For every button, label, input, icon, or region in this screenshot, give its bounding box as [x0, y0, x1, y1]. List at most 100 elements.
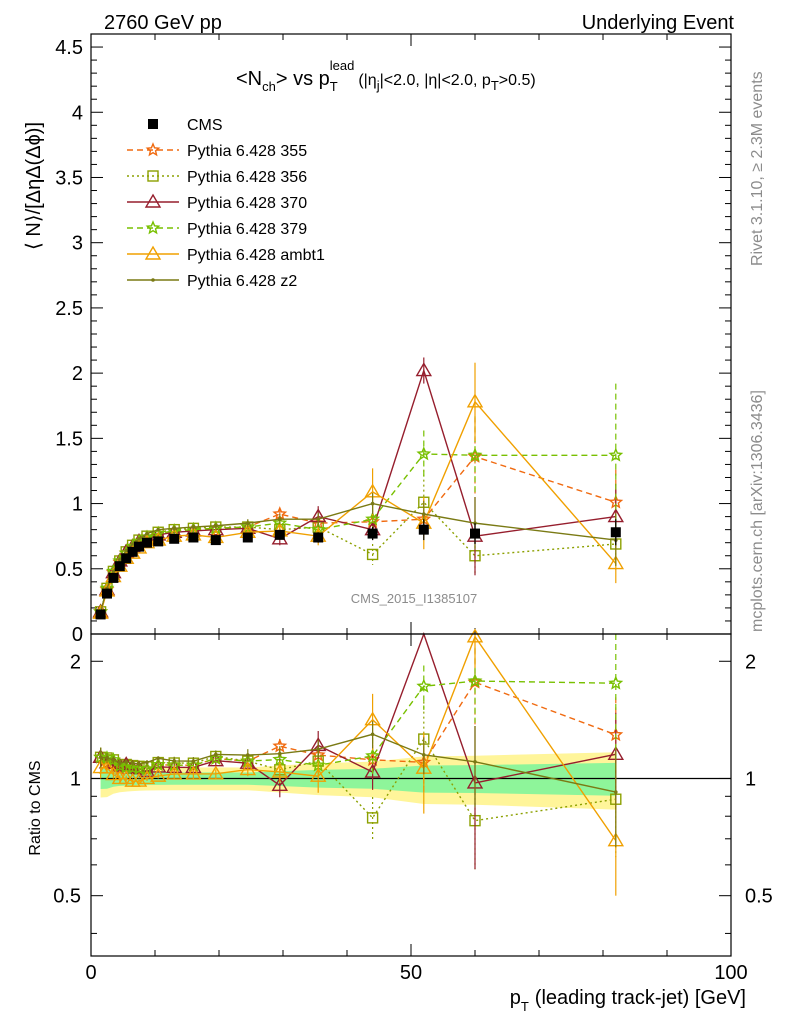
analysis-watermark: CMS_2015_I1385107 — [351, 591, 478, 606]
main-plot-data — [92, 357, 625, 620]
ratio-series-2 — [92, 631, 625, 870]
data-point — [108, 572, 119, 583]
data-point — [111, 758, 116, 762]
data-point — [242, 532, 253, 543]
data-point — [145, 760, 149, 765]
ratio-tick-label-right: 1 — [745, 768, 756, 790]
data-point — [309, 767, 327, 782]
data-point — [191, 759, 196, 763]
data-point — [142, 537, 152, 548]
x-tick-label: 0 — [85, 962, 96, 984]
y-tick-label: 4 — [72, 102, 83, 124]
data-point — [416, 678, 432, 693]
data-point — [127, 546, 138, 557]
data-point — [117, 770, 135, 785]
data-point — [153, 536, 164, 547]
data-point — [466, 393, 484, 408]
data-point — [130, 761, 135, 765]
ratio-tick-label-right: 2 — [745, 651, 756, 673]
data-point — [144, 245, 162, 260]
data-point — [416, 446, 432, 461]
data-point — [274, 529, 285, 540]
data-point — [138, 770, 156, 785]
data-point — [145, 531, 149, 536]
series-2 — [92, 357, 625, 618]
data-point — [370, 501, 375, 506]
data-point — [316, 517, 321, 522]
data-point — [610, 527, 621, 538]
x-tick-label: 100 — [714, 962, 747, 984]
data-point — [246, 753, 250, 757]
y-tick-label: 1.5 — [55, 428, 83, 450]
data-point — [98, 755, 103, 760]
data-point — [121, 553, 132, 564]
ratio-plot-data — [92, 628, 625, 896]
data-point — [172, 526, 176, 531]
data-point — [470, 528, 480, 539]
x-axis-label: pT (leading track-jet) [GeV] — [510, 987, 746, 1014]
data-point — [112, 758, 128, 773]
data-point — [105, 756, 109, 760]
ratio-series-5 — [98, 721, 618, 848]
ratio-plot-frame — [90, 633, 732, 957]
data-point — [185, 765, 202, 780]
data-point — [102, 588, 112, 599]
data-point — [156, 527, 160, 532]
data-point — [271, 763, 289, 778]
data-point — [124, 548, 128, 553]
legend-item-2: Pythia 6.428 370 — [127, 193, 307, 212]
ratio-axis-label: Ratio to CMS — [27, 760, 44, 855]
data-point — [111, 569, 116, 574]
data-point — [137, 536, 141, 541]
plot-frames — [90, 33, 732, 957]
legend-label: Pythia 6.428 379 — [187, 221, 307, 238]
data-point — [271, 776, 289, 791]
data-point — [214, 752, 218, 757]
data-point — [130, 542, 135, 546]
data-point — [467, 447, 483, 462]
y-tick-label: 2.5 — [55, 298, 83, 320]
data-point — [278, 751, 282, 756]
legend-label: Pythia 6.428 z2 — [187, 273, 297, 290]
data-point — [608, 447, 624, 462]
data-point — [118, 557, 122, 562]
data-point — [214, 523, 218, 528]
data-point — [145, 220, 161, 235]
data-point — [365, 511, 381, 526]
legend-label: CMS — [187, 117, 223, 134]
data-point — [365, 748, 381, 763]
y-tick-label: 1 — [72, 494, 83, 516]
data-point — [172, 759, 176, 763]
data-point — [188, 532, 199, 543]
data-point — [370, 732, 375, 737]
data-point — [147, 170, 159, 182]
data-point — [144, 193, 162, 208]
data-point — [95, 609, 106, 620]
mcplots-label: mcplots.cern.ch [arXiv:1306.3436] — [749, 390, 766, 632]
data-point — [169, 533, 180, 544]
y-tick-label: 0.5 — [55, 559, 83, 581]
legend-label: Pythia 6.428 355 — [187, 143, 307, 160]
y-tick-label: 4.5 — [55, 37, 83, 59]
data-point — [367, 528, 378, 539]
data-point — [467, 673, 483, 688]
y-tick-label: 3 — [72, 233, 83, 255]
legend-label: Pythia 6.428 ambt1 — [187, 247, 325, 264]
data-point — [418, 524, 429, 535]
data-point — [466, 628, 484, 643]
axes-ticks — [90, 33, 732, 956]
series-3 — [93, 383, 624, 619]
data-point — [366, 548, 379, 561]
y-tick-label: 3.5 — [55, 167, 83, 189]
plot-title: <Nch> vs pTlead(|ηj|<2.0, |η|<2.0, pT>0.… — [236, 58, 536, 94]
ratio-tick-label-right: 0.5 — [745, 886, 773, 908]
data-point — [137, 762, 141, 766]
series-0 — [93, 417, 624, 619]
legend-label: Pythia 6.428 370 — [187, 195, 307, 212]
legend-item-4: Pythia 6.428 ambt1 — [127, 245, 325, 264]
data-point — [114, 561, 125, 572]
data-point — [422, 753, 426, 757]
header-right: Underlying Event — [582, 12, 735, 34]
data-point — [473, 759, 477, 764]
